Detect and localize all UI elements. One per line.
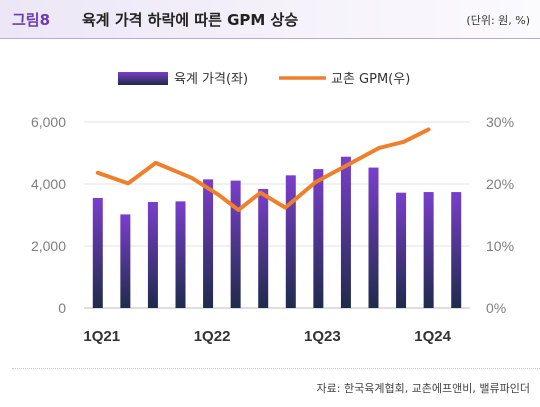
bar-1Q22 [203, 179, 214, 308]
bar-2Q24 [451, 192, 462, 308]
bar-2Q23 [340, 156, 351, 308]
bar-2Q21 [120, 214, 131, 308]
bar-3Q21 [147, 201, 158, 308]
figure-number: 그림8 [12, 11, 51, 29]
figure-header: 그림8 육계 가격 하락에 따른 GPM 상승 (단위: 원, %) [0, 0, 540, 38]
figure-title: 육계 가격 하락에 따른 GPM 상승 [82, 11, 299, 29]
right-axis-ticks: 0% 10% 20% 30% [486, 114, 514, 316]
bar-4Q23 [396, 192, 407, 308]
bar-1Q24 [423, 192, 434, 308]
unit-label: (단위: 원, %) [466, 14, 530, 27]
right-tick-label: 10% [486, 238, 514, 254]
legend-bar-swatch [118, 72, 168, 85]
left-tick-label: 0 [58, 300, 66, 316]
x-tick-label: 1Q24 [414, 328, 451, 345]
left-tick-label: 6,000 [31, 114, 66, 130]
bar-1Q21 [92, 197, 103, 308]
legend-bar-label: 육계 가격(좌) [174, 72, 248, 87]
x-tick-label: 1Q22 [194, 328, 231, 345]
x-tick-label: 1Q21 [83, 328, 120, 345]
gridlines [84, 121, 470, 309]
bar-series [92, 156, 462, 308]
bar-3Q22 [258, 188, 269, 308]
legend-line-label: 교촌 GPM(우) [331, 72, 410, 87]
bar-4Q22 [285, 175, 296, 308]
legend: 육계 가격(좌) 교촌 GPM(우) [118, 72, 410, 87]
right-tick-label: 30% [486, 114, 514, 130]
bar-1Q23 [313, 169, 324, 308]
bar-3Q23 [368, 167, 379, 308]
source-note: 자료: 한국육계협회, 교촌에프앤비, 밸류파인더 [316, 382, 530, 395]
right-tick-label: 20% [486, 176, 514, 192]
x-tick-label: 1Q23 [304, 328, 341, 345]
bar-4Q21 [175, 201, 186, 308]
bar-2Q22 [230, 180, 241, 308]
x-axis-ticks: 1Q21 1Q22 1Q23 1Q24 [83, 328, 451, 345]
left-tick-label: 2,000 [31, 238, 66, 254]
gpm-line [95, 127, 431, 212]
left-axis-ticks: 0 2,000 4,000 6,000 [31, 114, 66, 316]
line-series [95, 127, 431, 212]
left-tick-label: 4,000 [31, 176, 66, 192]
header-divider [0, 38, 540, 39]
footer-divider [12, 368, 540, 369]
right-tick-label: 0% [486, 300, 506, 316]
